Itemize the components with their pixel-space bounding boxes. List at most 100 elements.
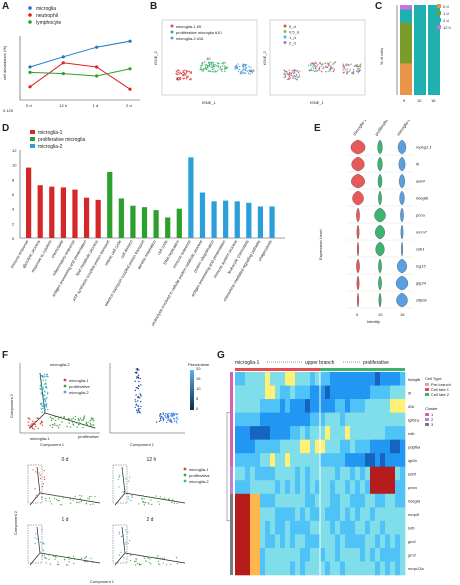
g-cluster-label: 1 [431, 412, 434, 417]
f-left-point [34, 420, 36, 423]
f-left-point [41, 407, 44, 410]
b-right-point [342, 64, 344, 67]
a-series-line [29, 40, 131, 68]
a-legend-marker [28, 13, 32, 17]
g-heatmap-cell [315, 547, 321, 562]
b-left-point [176, 69, 179, 71]
f-right-point [169, 418, 172, 420]
b-right-point [291, 69, 293, 71]
f-time-point [143, 498, 145, 500]
g-heatmap-cell [240, 534, 246, 549]
g-heatmap-cell [290, 561, 296, 576]
g-heatmap-cell [375, 453, 381, 468]
f-time-point [121, 535, 123, 538]
e-x-tick: 9 [356, 312, 359, 317]
f-left-point [37, 427, 39, 430]
f-left-point [46, 373, 49, 376]
g-heatmap-cell [365, 493, 371, 508]
b-left-point [221, 70, 223, 72]
b-left-point [204, 67, 206, 70]
f-left-point [85, 422, 88, 425]
f-left-point [78, 419, 80, 421]
g-heatmap-cell [295, 534, 301, 549]
b-left-point [224, 68, 226, 70]
g-heatmap-cell [295, 547, 301, 562]
f-right-point [136, 377, 138, 379]
g-legend-label: Pre-branch [431, 382, 451, 387]
f-left-point [50, 419, 53, 422]
g-heatmap-cell [240, 453, 246, 468]
b-right-point [284, 75, 286, 77]
g-heatmap-cell [380, 547, 386, 562]
f-time-point [121, 474, 124, 476]
g-heatmap-cell [290, 453, 296, 468]
f-time-point [32, 469, 34, 471]
b-left-legend-label: microglia-1 #9 [176, 24, 202, 29]
f-xlabel: Component 1 [40, 442, 65, 447]
g-legend-title-cluster: Cluster [425, 406, 438, 411]
g-heatmap-cell [340, 426, 346, 440]
f-time-point [73, 562, 75, 564]
f-time-point [89, 503, 91, 506]
f-left-point [89, 423, 92, 426]
g-heatmap-cell [280, 507, 286, 522]
f-right-point [159, 415, 161, 417]
b-left-point [179, 78, 181, 81]
b-right-point [330, 67, 332, 69]
d-bar [37, 185, 43, 238]
g-heatmap-cell [320, 561, 326, 576]
f-time-panel-title: 0 d [62, 457, 69, 463]
f-time-point [62, 497, 64, 499]
f-time-point [35, 533, 37, 535]
b-right-point [346, 73, 348, 75]
g-heatmap-cell [320, 534, 326, 549]
g-heatmap-cell [275, 547, 281, 562]
b-right-legend-label: 2_d [289, 41, 296, 46]
g-heatmap-cell [395, 534, 401, 549]
panel-letter-c: C [375, 1, 383, 12]
f-left-point [46, 396, 48, 399]
f-time-point [137, 503, 140, 505]
g-heatmap-cell [335, 507, 341, 522]
f-time-point [85, 503, 87, 505]
g-heatmap-cell [275, 493, 281, 508]
f-time-point [61, 504, 63, 506]
f-time-point [142, 494, 144, 497]
g-heatmap-cell [330, 547, 336, 562]
f-right-point [160, 415, 163, 418]
f-left-point [45, 397, 47, 400]
g-heatmap-cell [365, 480, 371, 495]
g-heatmap-cell [400, 426, 406, 440]
g-heatmap-cell [345, 426, 351, 440]
f-left-point [63, 417, 65, 419]
g-heatmap-cell [365, 385, 371, 400]
f-right-xlabel: Component 1 [130, 442, 155, 447]
f-left-point [57, 425, 59, 427]
g-heatmap-cell [320, 507, 326, 522]
g-heatmap-cell [380, 534, 386, 549]
g-heatmap-cell [255, 385, 261, 400]
b-left-point [242, 68, 244, 70]
f-left-point [66, 425, 68, 428]
g-heatmap-cell [335, 466, 341, 481]
g-heatmap-cell [370, 372, 376, 386]
panel-c: C % of cells 9 10 16 0 d 1 d 2 d 12 h [375, 0, 460, 115]
g-heatmap-cell [330, 493, 336, 508]
f-left-point [77, 417, 80, 420]
g-heatmap-cell [325, 493, 331, 508]
f-time-point [90, 557, 92, 559]
g-heatmap-cell [315, 439, 321, 454]
g-heatmap-cell [360, 385, 366, 400]
b-left-point [248, 70, 250, 72]
b-right-point [343, 71, 345, 73]
g-heatmap-cell [255, 507, 261, 522]
b-right-point [290, 73, 292, 75]
f-left-point [28, 417, 30, 419]
e-violin [401, 241, 403, 257]
d-bar [246, 202, 252, 238]
g-heatmap-cell [385, 507, 391, 522]
g-heatmap-cell [245, 372, 251, 386]
f-right-point [137, 384, 140, 387]
b-right-point [331, 63, 334, 65]
b-left-point [215, 70, 218, 73]
